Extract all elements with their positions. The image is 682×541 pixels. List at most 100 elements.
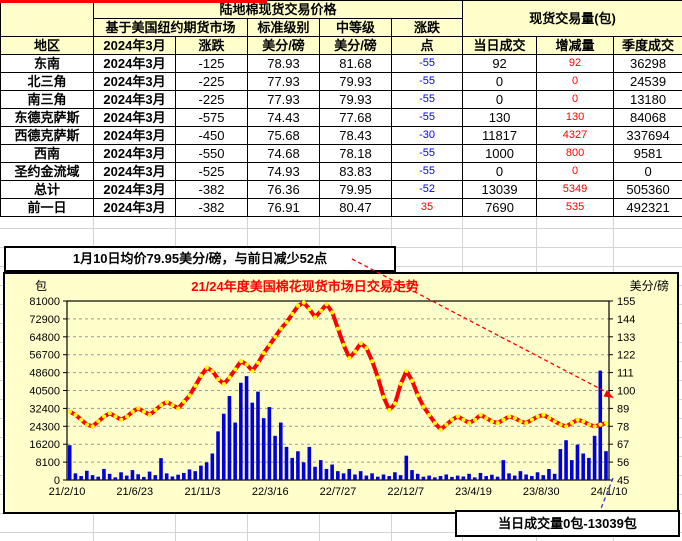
cell-quarter[interactable]: 337694 — [613, 126, 682, 145]
cell-points[interactable]: -55 — [390, 162, 464, 181]
cell-daily[interactable]: 7690 — [462, 198, 538, 217]
cell-region[interactable]: 圣约金流域 — [0, 162, 94, 181]
cell-daily[interactable]: 1000 — [462, 144, 538, 163]
cell-points[interactable]: -52 — [390, 180, 464, 199]
cell-points[interactable]: -55 — [390, 108, 464, 127]
cell-delta[interactable]: 0 — [536, 72, 615, 91]
header-delta[interactable]: 增减量 — [536, 36, 615, 55]
cell-month[interactable]: 2024年3月 — [93, 198, 176, 217]
cell-daily[interactable]: 0 — [462, 72, 538, 91]
cell-delta[interactable]: 535 — [536, 198, 615, 217]
header-std[interactable]: 标准级别 — [247, 18, 320, 37]
header-unit1[interactable]: 美分/磅 — [247, 36, 320, 55]
cell-month[interactable]: 2024年3月 — [93, 126, 176, 145]
daily-volume-note[interactable]: 当日成交量0包-13039包 — [455, 510, 680, 537]
cell-region[interactable]: 北三角 — [0, 72, 94, 91]
cell-quarter[interactable]: 9581 — [613, 144, 682, 163]
cell-quarter[interactable]: 13180 — [613, 90, 682, 109]
cell-quarter[interactable]: 24539 — [613, 72, 682, 91]
cell-region[interactable]: 前一日 — [0, 198, 94, 217]
cell-month[interactable]: 2024年3月 — [93, 144, 176, 163]
cell-month[interactable]: 2024年3月 — [93, 54, 176, 73]
cell-delta[interactable]: 0 — [536, 90, 615, 109]
header-points[interactable]: 点 — [390, 36, 464, 55]
cell-region[interactable]: 东南 — [0, 54, 94, 73]
cell-daily[interactable]: 0 — [462, 90, 538, 109]
cell-change[interactable]: -575 — [175, 108, 248, 127]
price-table[interactable]: 陆地棉现货交易价格 现货交易量(包) 基于美国纽约期货市场 标准级别 中等级 涨… — [0, 0, 682, 217]
cell-points[interactable]: -55 — [390, 54, 464, 73]
header-region[interactable]: 地区 — [0, 36, 94, 55]
cell-change[interactable]: -125 — [175, 54, 248, 73]
cell-std[interactable]: 78.93 — [247, 54, 320, 73]
cell-region[interactable]: 东德克萨斯 — [0, 108, 94, 127]
header-change-top[interactable]: 涨跌 — [390, 18, 464, 37]
cell-change[interactable]: -225 — [175, 72, 248, 91]
cell-std[interactable]: 75.68 — [247, 126, 320, 145]
cell-std[interactable]: 74.68 — [247, 144, 320, 163]
cell-daily[interactable]: 92 — [462, 54, 538, 73]
cell-region[interactable]: 西南 — [0, 144, 94, 163]
cell-mid[interactable]: 78.43 — [319, 126, 392, 145]
cell-quarter[interactable]: 492321 — [613, 198, 682, 217]
cell-points[interactable]: -55 — [390, 90, 464, 109]
cell-mid[interactable]: 77.68 — [319, 108, 392, 127]
cell-mid[interactable]: 83.83 — [319, 162, 392, 181]
table-title[interactable]: 陆地棉现货交易价格 — [92, 0, 464, 19]
cell-change[interactable]: -525 — [175, 162, 248, 181]
cell-daily[interactable]: 130 — [462, 108, 538, 127]
cell-std[interactable]: 76.91 — [247, 198, 320, 217]
cotton-trend-chart[interactable]: 包 美分/磅 21/24年度美国棉花现货市场日交易走势 0 45 8100 56 16200 6… — [3, 272, 679, 514]
cell-quarter[interactable]: 0 — [613, 162, 682, 181]
header-month[interactable]: 2024年3月 — [93, 36, 176, 55]
cell-quarter[interactable]: 36298 — [613, 54, 682, 73]
cell-change[interactable]: -450 — [175, 126, 248, 145]
cell-delta[interactable]: 0 — [536, 162, 615, 181]
header-unit2[interactable]: 美分/磅 — [319, 36, 392, 55]
cell-month[interactable]: 2024年3月 — [93, 162, 176, 181]
cell-change[interactable]: -225 — [175, 90, 248, 109]
cell-points[interactable]: -55 — [390, 72, 464, 91]
cell-delta[interactable]: 800 — [536, 144, 615, 163]
corner-cell[interactable] — [0, 0, 94, 37]
cell-mid[interactable]: 79.93 — [319, 90, 392, 109]
cell-delta[interactable]: 92 — [536, 54, 615, 73]
header-change[interactable]: 涨跌 — [175, 36, 248, 55]
cell-region[interactable]: 南三角 — [0, 90, 94, 109]
cell-points[interactable]: -30 — [390, 126, 464, 145]
cell-std[interactable]: 77.93 — [247, 72, 320, 91]
cell-std[interactable]: 76.36 — [247, 180, 320, 199]
header-futures[interactable]: 基于美国纽约期货市场 — [93, 18, 248, 37]
cell-mid[interactable]: 81.68 — [319, 54, 392, 73]
cell-daily[interactable]: 11817 — [462, 126, 538, 145]
cell-month[interactable]: 2024年3月 — [93, 72, 176, 91]
cell-delta[interactable]: 5349 — [536, 180, 615, 199]
header-daily[interactable]: 当日成交 — [462, 36, 538, 55]
cell-std[interactable]: 77.93 — [247, 90, 320, 109]
cell-quarter[interactable]: 84068 — [613, 108, 682, 127]
cell-change[interactable]: -550 — [175, 144, 248, 163]
cell-daily[interactable]: 13039 — [462, 180, 538, 199]
avg-price-note[interactable]: 1月10日均价79.95美分/磅，与前日减少52点 — [4, 246, 396, 272]
header-mid[interactable]: 中等级 — [319, 18, 392, 37]
cell-region[interactable]: 总计 — [0, 180, 94, 199]
cell-month[interactable]: 2024年3月 — [93, 90, 176, 109]
cell-delta[interactable]: 130 — [536, 108, 615, 127]
cell-points[interactable]: -55 — [390, 144, 464, 163]
cell-quarter[interactable]: 505360 — [613, 180, 682, 199]
cell-change[interactable]: -382 — [175, 198, 248, 217]
cell-mid[interactable]: 80.47 — [319, 198, 392, 217]
cell-points[interactable]: 35 — [390, 198, 464, 217]
cell-mid[interactable]: 79.93 — [319, 72, 392, 91]
cell-mid[interactable]: 79.95 — [319, 180, 392, 199]
cell-month[interactable]: 2024年3月 — [93, 180, 176, 199]
cell-std[interactable]: 74.43 — [247, 108, 320, 127]
cell-change[interactable]: -382 — [175, 180, 248, 199]
cell-region[interactable]: 西德克萨斯 — [0, 126, 94, 145]
volume-title[interactable]: 现货交易量(包) — [462, 0, 682, 37]
cell-mid[interactable]: 78.18 — [319, 144, 392, 163]
cell-delta[interactable]: 4327 — [536, 126, 615, 145]
cell-month[interactable]: 2024年3月 — [93, 108, 176, 127]
cell-std[interactable]: 74.93 — [247, 162, 320, 181]
header-quarter[interactable]: 季度成交 — [613, 36, 682, 55]
